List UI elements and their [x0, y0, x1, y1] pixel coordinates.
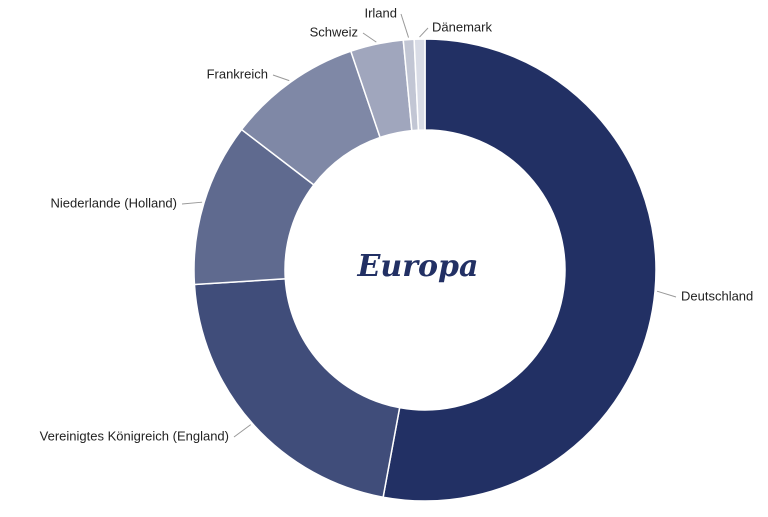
donut-slice	[413, 38, 426, 131]
slice-label: Frankreich	[207, 66, 268, 81]
donut-slice	[193, 277, 401, 499]
leader-line	[419, 27, 429, 38]
slice-label: Irland	[364, 5, 397, 20]
leader-line	[400, 13, 410, 38]
leader-line	[362, 32, 377, 43]
slice-label: Niederlande (Holland)	[51, 195, 177, 210]
leader-line	[272, 74, 290, 82]
slice-label: Schweiz	[310, 24, 358, 39]
leader-line	[233, 424, 252, 438]
donut-slice	[382, 38, 657, 502]
leader-line	[656, 290, 677, 298]
slice-label: Deutschland	[681, 288, 753, 303]
slice-label: Dänemark	[432, 19, 492, 34]
leader-line	[181, 201, 203, 205]
slice-label: Vereinigtes Königreich (England)	[40, 428, 229, 443]
center-label: Europa	[357, 249, 479, 284]
